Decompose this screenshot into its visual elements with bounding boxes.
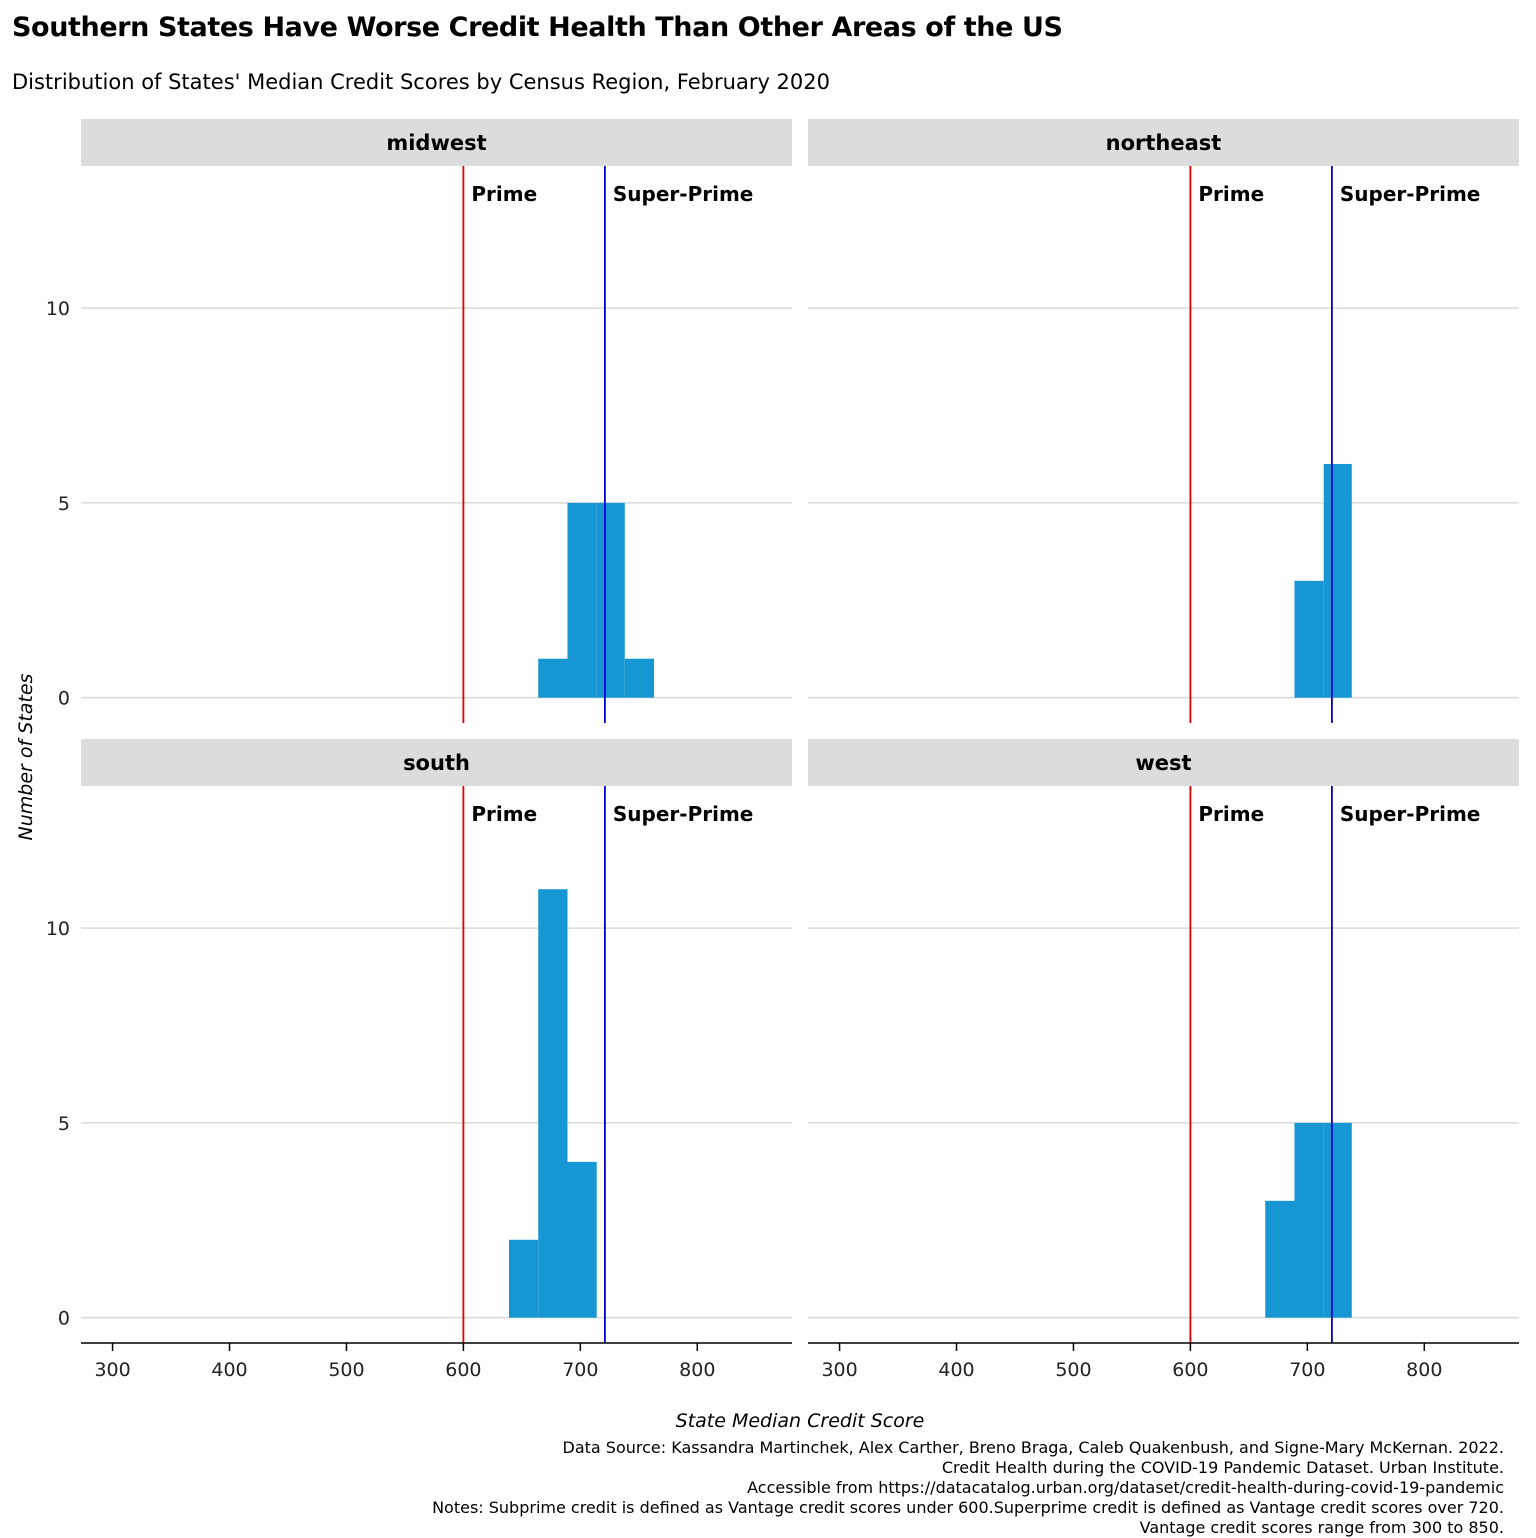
x-tick-label: 300 [94,1359,130,1381]
caption-line: Notes: Subprime credit is defined as Van… [432,1498,1504,1517]
reference-label: Super-Prime [1340,182,1480,206]
facet-strip [81,739,792,786]
histogram-bar [509,1239,539,1318]
histogram-bar [596,502,625,698]
x-tick-label: 500 [1055,1359,1091,1381]
x-tick-label: 400 [211,1359,247,1381]
facet-label: west [1135,751,1191,775]
x-tick-label: 800 [1406,1359,1442,1381]
caption: Data Source: Kassandra Martinchek, Alex … [432,1438,1504,1538]
facet-label: northeast [1106,131,1222,155]
histogram-bar [567,1161,597,1318]
histogram-bar [624,658,655,698]
x-tick-label: 800 [679,1359,715,1381]
caption-line: Credit Health during the COVID-19 Pandem… [941,1458,1504,1477]
y-tick-label: 10 [46,918,70,940]
facet-strip [808,119,1519,166]
x-tick-label: 700 [562,1359,598,1381]
reference-label: Prime [1198,802,1264,826]
caption-line: Accessible from https://datacatalog.urba… [747,1478,1504,1497]
y-tick-label: 0 [58,688,70,710]
facet-label: midwest [386,131,486,155]
reference-label: Prime [1198,182,1264,206]
histogram-bar [1294,580,1324,698]
x-axis-title: State Median Credit Score [676,1410,925,1432]
reference-label: Super-Prime [613,182,753,206]
histogram-bar [567,502,597,698]
x-tick-label: 600 [1172,1359,1208,1381]
reference-label: Super-Prime [1340,802,1480,826]
x-tick-label: 300 [821,1359,857,1381]
y-tick-label: 0 [58,1308,70,1330]
reference-label: Prime [471,802,537,826]
histogram-bar [1294,1122,1324,1318]
reference-label: Super-Prime [613,802,753,826]
facet-label: south [403,751,470,775]
facet-strip [81,119,792,166]
y-tick-label: 10 [46,298,70,320]
y-axis-title: Number of States [15,673,37,840]
histogram-bar [538,658,568,698]
histogram-bar [1323,463,1352,698]
chart-title: Southern States Have Worse Credit Health… [12,12,1063,43]
reference-label: Prime [471,182,537,206]
y-tick-label: 5 [58,1113,70,1135]
x-tick-label: 700 [1289,1359,1325,1381]
x-tick-label: 500 [328,1359,364,1381]
caption-line: Vantage credit scores range from 300 to … [1139,1518,1504,1537]
x-tick-label: 600 [445,1359,481,1381]
x-tick-label: 400 [938,1359,974,1381]
histogram-bar [538,889,568,1318]
facet-strip [808,739,1519,786]
chart-subtitle: Distribution of States' Median Credit Sc… [12,70,831,94]
histogram-bar [1265,1200,1295,1318]
y-tick-label: 5 [58,493,70,515]
caption-line: Data Source: Kassandra Martinchek, Alex … [562,1438,1504,1457]
histogram-bar [1323,1122,1352,1318]
